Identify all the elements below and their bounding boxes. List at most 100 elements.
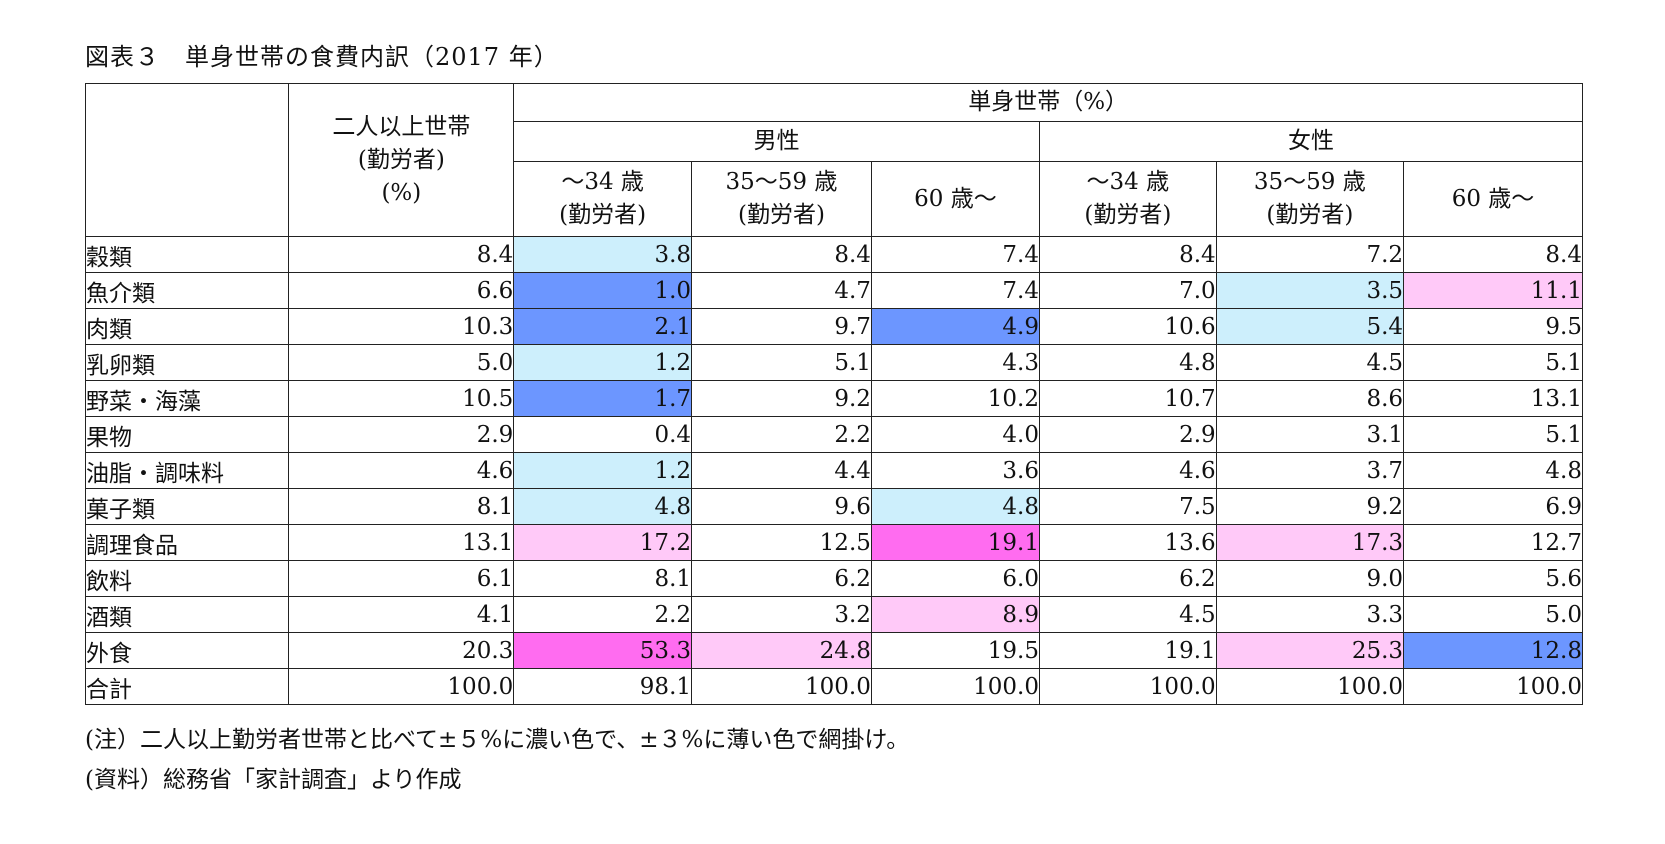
table-row: 菓子類 8.1 4.8 9.6 4.8 7.5 9.2 6.9	[84, 488, 1583, 525]
table-row: 外食 20.3 53.3 24.8 19.5 19.1 25.3 12.8	[84, 632, 1583, 669]
table-cell: 17.3	[1215, 524, 1405, 561]
age-header: 〜34 歳 (勤労者)	[1038, 161, 1217, 237]
table-cell: 3.5	[1215, 272, 1405, 309]
food-expense-table: 二人以上世帯 (勤労者) (%) 単身世帯（%） 男性 女性 〜34 歳 (勤労者…	[84, 83, 1584, 705]
table-row: 肉類 10.3 2.1 9.7 4.9 10.6 5.4 9.5	[84, 308, 1583, 345]
row-label: 果物	[84, 416, 290, 453]
table-cell: 2.2	[691, 416, 872, 453]
table-cell: 6.1	[288, 560, 515, 597]
table-cell: 2.1	[513, 308, 693, 345]
table-cell: 1.7	[513, 380, 693, 417]
age-header: 60 歳〜	[1403, 161, 1583, 237]
table-cell: 11.1	[1403, 272, 1583, 309]
table-cell: 10.3	[288, 308, 515, 345]
female-header: 女性	[1038, 121, 1584, 162]
table-row: 調理食品 13.1 17.2 12.5 19.1 13.6 17.3 12.7	[84, 524, 1583, 561]
table-cell: 4.6	[288, 452, 515, 489]
table-cell: 8.4	[691, 236, 872, 273]
table-cell: 3.8	[513, 236, 693, 273]
table-cell: 12.5	[691, 524, 872, 561]
table-cell: 5.0	[288, 344, 515, 381]
table-cell: 3.2	[691, 596, 872, 633]
table-cell: 8.4	[1403, 236, 1583, 273]
age-header: 35〜59 歳 (勤労者)	[1215, 161, 1405, 237]
couple-header-line2: (勤労者)	[357, 146, 445, 173]
table-cell: 9.2	[1215, 488, 1405, 525]
row-label: 野菜・海藻	[84, 380, 290, 417]
table-row: 乳卵類 5.0 1.2 5.1 4.3 4.8 4.5 5.1	[84, 344, 1583, 381]
table-cell: 13.6	[1038, 524, 1217, 561]
table-cell: 98.1	[513, 668, 693, 705]
table-cell: 10.7	[1038, 380, 1217, 417]
table-cell: 7.4	[870, 236, 1040, 273]
single-household-header: 単身世帯（%）	[513, 83, 1583, 122]
table-cell: 100.0	[691, 668, 872, 705]
table-cell: 19.1	[870, 524, 1040, 561]
table-cell: 9.2	[691, 380, 872, 417]
table-cell: 2.9	[1038, 416, 1217, 453]
table-cell: 20.3	[288, 632, 515, 669]
table-cell: 5.6	[1403, 560, 1583, 597]
table-cell: 4.8	[870, 488, 1040, 525]
table-cell: 4.3	[870, 344, 1040, 381]
table-cell: 4.5	[1038, 596, 1217, 633]
row-label: 穀類	[84, 236, 290, 273]
table-cell: 100.0	[1215, 668, 1405, 705]
table-cell: 25.3	[1215, 632, 1405, 669]
table-cell: 8.9	[870, 596, 1040, 633]
table-row: 油脂・調味料 4.6 1.2 4.4 3.6 4.6 3.7 4.8	[84, 452, 1583, 489]
table-cell: 5.1	[1403, 344, 1583, 381]
row-label: 調理食品	[84, 524, 290, 561]
table-row: 果物 2.9 0.4 2.2 4.0 2.9 3.1 5.1	[84, 416, 1583, 453]
row-label: 外食	[84, 632, 290, 669]
couple-header-line1: 二人以上世帯	[332, 113, 471, 140]
table-cell: 5.4	[1215, 308, 1405, 345]
table-cell: 17.2	[513, 524, 693, 561]
table-cell: 6.0	[870, 560, 1040, 597]
table-cell: 10.6	[1038, 308, 1217, 345]
row-label: 魚介類	[84, 272, 290, 309]
table-cell: 53.3	[513, 632, 693, 669]
row-label: 合計	[84, 668, 290, 705]
table-cell: 4.8	[1038, 344, 1217, 381]
table-cell: 13.1	[288, 524, 515, 561]
table-cell: 5.0	[1403, 596, 1583, 633]
table-cell: 3.7	[1215, 452, 1405, 489]
table-cell: 100.0	[1038, 668, 1217, 705]
table-cell: 1.0	[513, 272, 693, 309]
table-row: 飲料 6.1 8.1 6.2 6.0 6.2 9.0 5.6	[84, 560, 1583, 597]
table-cell: 4.6	[1038, 452, 1217, 489]
table-cell: 10.5	[288, 380, 515, 417]
table-cell: 2.2	[513, 596, 693, 633]
table-row: 野菜・海藻 10.5 1.7 9.2 10.2 10.7 8.6 13.1	[84, 380, 1583, 417]
couple-header-line3: (%)	[381, 179, 422, 206]
row-label: 油脂・調味料	[84, 452, 290, 489]
table-cell: 4.8	[1403, 452, 1583, 489]
table-cell: 9.6	[691, 488, 872, 525]
age-header: 60 歳〜	[870, 161, 1040, 237]
table-cell: 8.1	[513, 560, 693, 597]
table-cell: 7.0	[1038, 272, 1217, 309]
figure-caption: 図表３ 単身世帯の食費内訳（2017 年）	[85, 43, 559, 71]
table-cell: 24.8	[691, 632, 872, 669]
table-cell: 19.5	[870, 632, 1040, 669]
table-cell: 100.0	[288, 668, 515, 705]
table-cell: 8.4	[288, 236, 515, 273]
table-cell: 9.7	[691, 308, 872, 345]
table-cell: 4.8	[513, 488, 693, 525]
row-label: 菓子類	[84, 488, 290, 525]
table-cell: 2.9	[288, 416, 515, 453]
table-cell: 6.9	[1403, 488, 1583, 525]
table-cell: 8.6	[1215, 380, 1405, 417]
row-label: 酒類	[84, 596, 290, 633]
table-cell: 3.3	[1215, 596, 1405, 633]
row-label: 乳卵類	[84, 344, 290, 381]
table-cell: 8.1	[288, 488, 515, 525]
table-cell: 6.2	[691, 560, 872, 597]
table-cell: 4.1	[288, 596, 515, 633]
source-note: (資料）総務省「家計調査」より作成	[85, 767, 462, 793]
table-cell: 7.5	[1038, 488, 1217, 525]
table-cell: 9.5	[1403, 308, 1583, 345]
table-cell: 100.0	[1403, 668, 1583, 705]
table-cell: 4.4	[691, 452, 872, 489]
